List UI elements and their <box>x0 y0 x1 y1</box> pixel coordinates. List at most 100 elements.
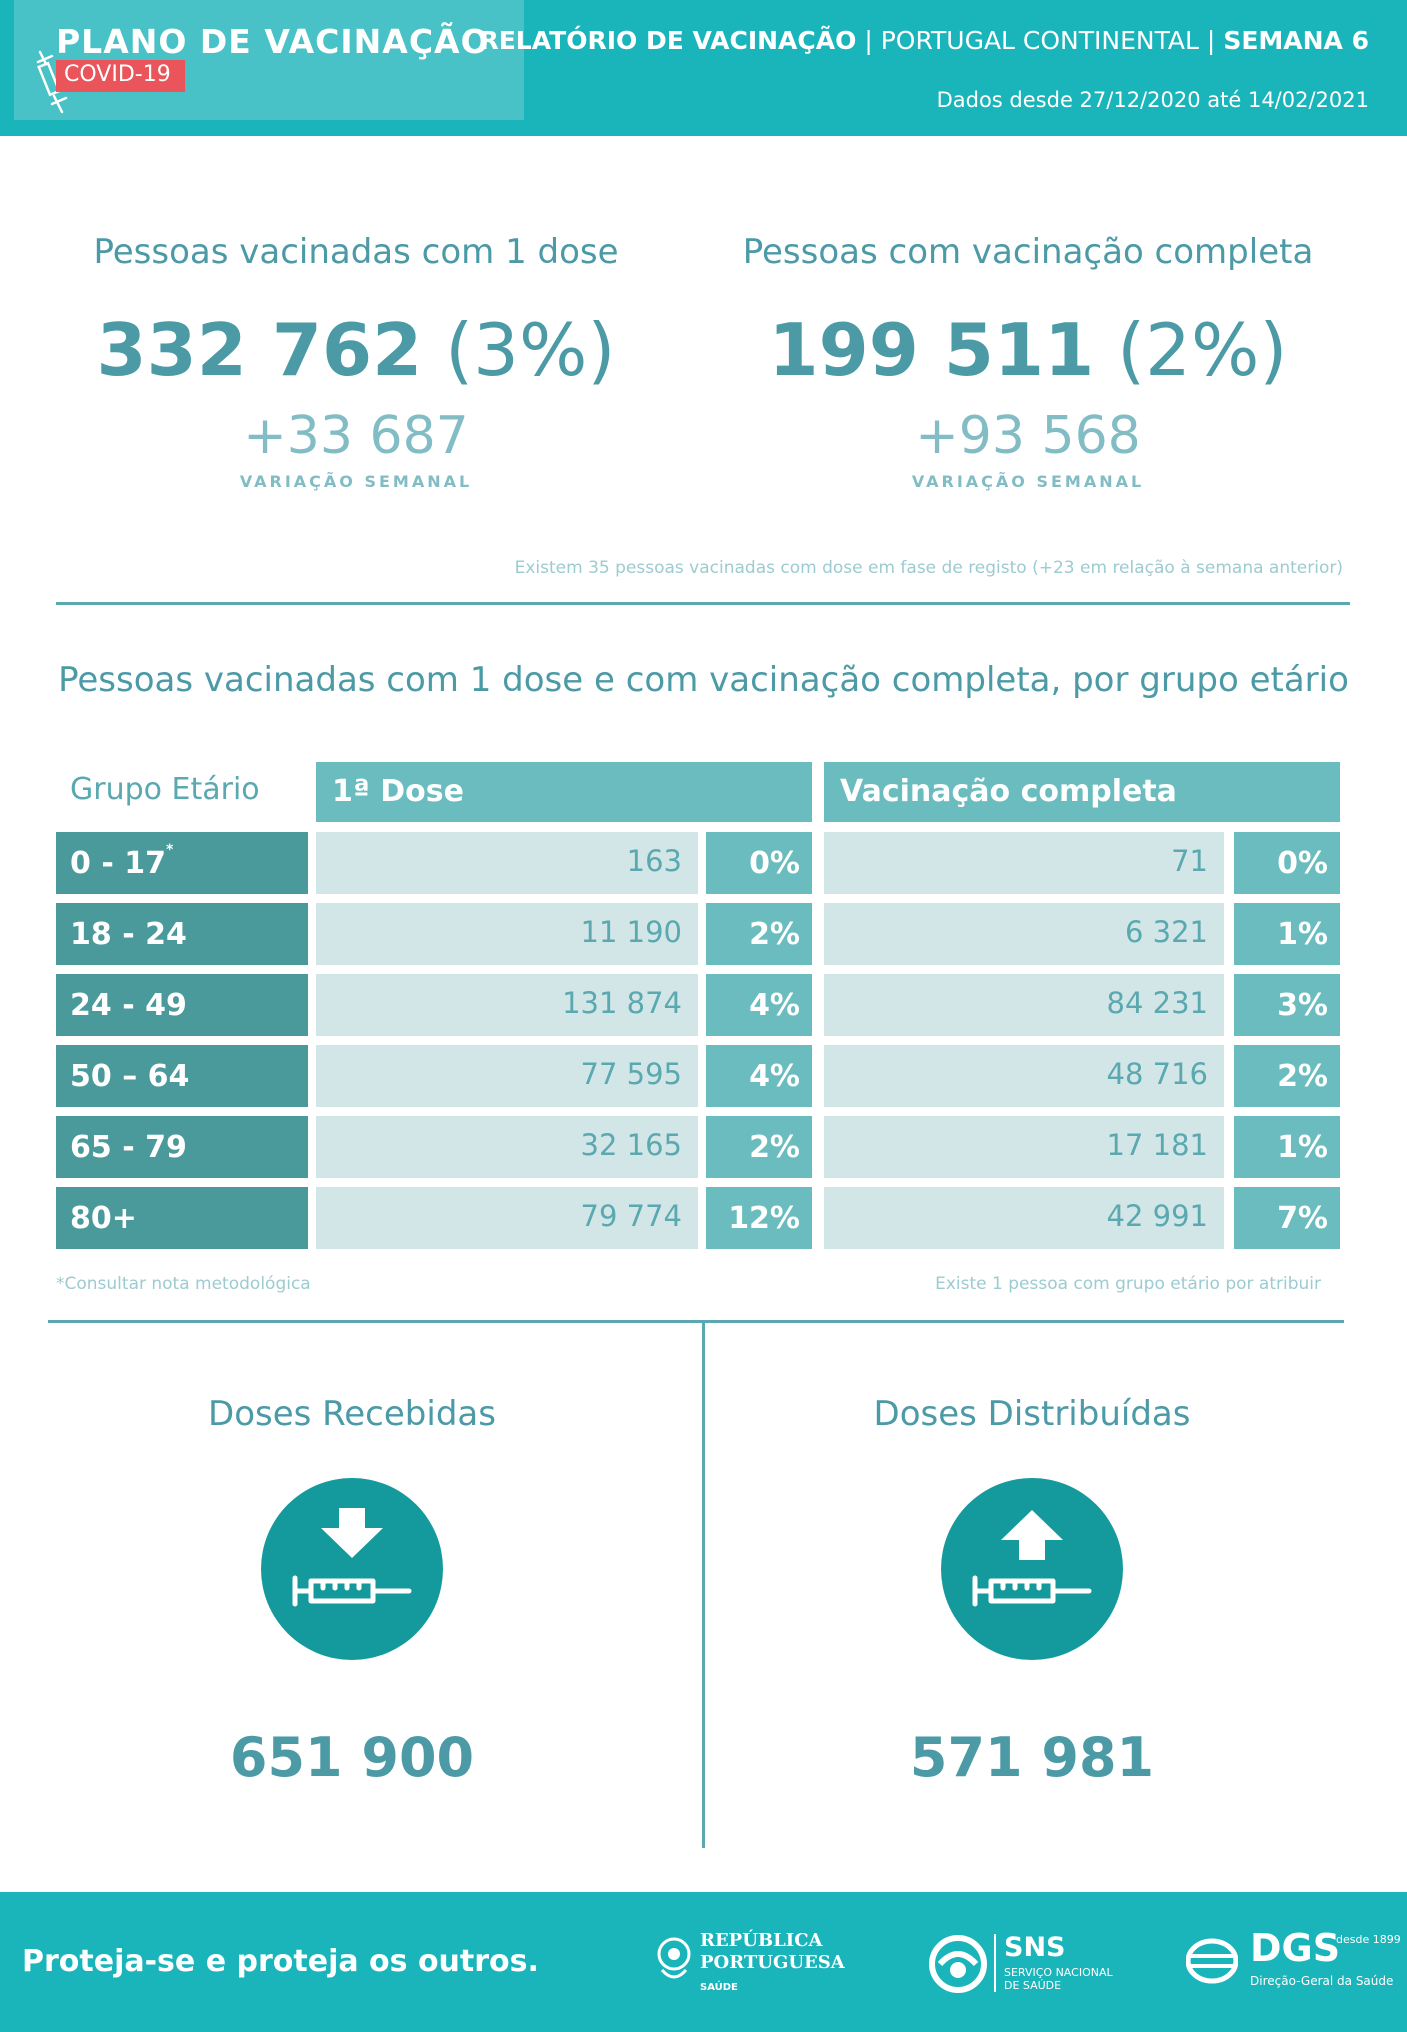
age-label: 65 - 79 <box>70 1130 187 1165</box>
age-label: 24 - 49 <box>70 988 187 1023</box>
doses-distributed-title: Doses Distribuídas <box>873 1394 1191 1434</box>
age-label: 18 - 24 <box>70 917 187 952</box>
kpi-value: 199 511 (2%) <box>708 308 1348 392</box>
unassigned-age-note: Existe 1 pessoa com grupo etário por atr… <box>935 1274 1321 1294</box>
age-label: 80+ <box>70 1201 137 1236</box>
first-dose-count: 131 874 <box>316 974 698 1036</box>
complete-percent: 1% <box>1234 903 1340 965</box>
kpi-title: Pessoas vacinadas com 1 dose <box>93 232 619 272</box>
methodology-footnote: *Consultar nota metodológica <box>56 1274 311 1294</box>
kpi-change-label: VARIAÇÃO SEMANAL <box>239 472 473 491</box>
first-dose-percent: 4% <box>706 974 812 1036</box>
region-label: PORTUGAL CONTINENTAL <box>880 26 1199 55</box>
header-banner: PLANO DE VACINAÇÃO COVID-19 RELATÓRIO DE… <box>0 0 1407 136</box>
complete-count: 42 991 <box>824 1187 1224 1249</box>
first-dose-count: 32 165 <box>316 1116 698 1178</box>
separator: | <box>864 26 873 55</box>
dgs-logo: DGS desde 1899 Direção-Geral da Saúde <box>1186 1926 1401 2000</box>
divider <box>48 1320 1344 1323</box>
age-cell: 24 - 49 <box>56 974 308 1036</box>
brand-box: PLANO DE VACINAÇÃO COVID-19 <box>14 0 524 120</box>
first-dose-count: 163 <box>316 832 698 894</box>
republica-emblem-icon <box>657 1937 691 1979</box>
table-row: 24 - 49 131 874 4% 84 231 3% <box>56 974 1340 1036</box>
header-age-group: Grupo Etário <box>70 772 260 807</box>
republica-portuguesa-logo: REPÚBLICA PORTUGUESA SAÚDE <box>656 1926 845 2002</box>
doses-received-title: Doses Recebidas <box>208 1394 496 1434</box>
kpi-title: Pessoas com vacinação completa <box>742 232 1314 272</box>
header-first-dose: 1ª Dose <box>316 762 812 822</box>
dgs-since: desde 1899 <box>1336 1933 1401 1946</box>
kpi-number: 332 762 <box>96 308 423 392</box>
first-dose-count: 79 774 <box>316 1187 698 1249</box>
sns-subtitle: SERVIÇO NACIONAL DE SAÚDE <box>1004 1966 1113 1992</box>
table-row: 0 - 17* 163 0% 71 0% <box>56 832 1340 894</box>
report-title-line: RELATÓRIO DE VACINAÇÃO | PORTUGAL CONTIN… <box>479 26 1369 55</box>
age-cell: 50 – 64 <box>56 1045 308 1107</box>
complete-count: 84 231 <box>824 974 1224 1036</box>
doses-received-value: 651 900 <box>229 1726 475 1789</box>
sns-logo: SNS SERVIÇO NACIONAL DE SAÚDE <box>928 1932 1113 2004</box>
kpi-first-dose: Pessoas vacinadas com 1 dose 332 762 (3%… <box>36 232 676 491</box>
age-cell: 65 - 79 <box>56 1116 308 1178</box>
first-dose-percent: 4% <box>706 1045 812 1107</box>
first-dose-percent: 12% <box>706 1187 812 1249</box>
sns-divider <box>994 1934 996 1992</box>
syringe-arrow-down-icon <box>261 1478 443 1660</box>
age-cell: 80+ <box>56 1187 308 1249</box>
header-complete: Vacinação completa <box>824 762 1340 822</box>
footer-banner: Proteja-se e proteja os outros. REPÚBLIC… <box>0 1892 1407 2032</box>
footer-slogan: Proteja-se e proteja os outros. <box>22 1944 539 1979</box>
sns-title: SNS <box>1004 1932 1066 1963</box>
age-section-title: Pessoas vacinadas com 1 dose e com vacin… <box>58 660 1349 700</box>
separator: | <box>1206 26 1216 55</box>
syringe-logo-icon <box>36 50 68 114</box>
syringe-arrow-up-icon <box>941 1478 1123 1660</box>
kpi-change-label: VARIAÇÃO SEMANAL <box>911 472 1145 491</box>
complete-count: 6 321 <box>824 903 1224 965</box>
dgs-subtitle: Direção-Geral da Saúde <box>1250 1974 1394 1988</box>
rp-line1: REPÚBLICA <box>700 1930 823 1951</box>
complete-percent: 3% <box>1234 974 1340 1036</box>
covid-badge: COVID-19 <box>56 60 185 92</box>
age-label: 50 – 64 <box>70 1059 190 1094</box>
sns-emblem-icon <box>929 1935 987 1993</box>
date-range: Dados desde 27/12/2020 até 14/02/2021 <box>936 88 1369 112</box>
kpi-percent: (3%) <box>445 308 616 392</box>
registration-note: Existem 35 pessoas vacinadas com dose em… <box>514 558 1343 578</box>
doses-distributed-value: 571 981 <box>909 1726 1155 1789</box>
doses-received-panel: Doses Recebidas 651 900 <box>52 1394 652 1789</box>
kpi-percent: (2%) <box>1117 308 1288 392</box>
first-dose-count: 11 190 <box>316 903 698 965</box>
report-title: RELATÓRIO DE VACINAÇÃO <box>479 26 857 55</box>
first-dose-count: 77 595 <box>316 1045 698 1107</box>
vertical-divider <box>702 1322 705 1848</box>
brand-title: PLANO DE VACINAÇÃO <box>56 22 490 61</box>
first-dose-percent: 2% <box>706 903 812 965</box>
first-dose-percent: 0% <box>706 832 812 894</box>
table-row: 50 – 64 77 595 4% 48 716 2% <box>56 1045 1340 1107</box>
age-cell: 0 - 17* <box>56 832 308 894</box>
complete-count: 17 181 <box>824 1116 1224 1178</box>
week-label: SEMANA 6 <box>1223 26 1369 55</box>
complete-percent: 7% <box>1234 1187 1340 1249</box>
table-row: 65 - 79 32 165 2% 17 181 1% <box>56 1116 1340 1178</box>
complete-percent: 1% <box>1234 1116 1340 1178</box>
complete-count: 71 <box>824 832 1224 894</box>
age-cell: 18 - 24 <box>56 903 308 965</box>
complete-percent: 2% <box>1234 1045 1340 1107</box>
footnote-mark: * <box>165 842 174 858</box>
complete-percent: 0% <box>1234 832 1340 894</box>
complete-count: 48 716 <box>824 1045 1224 1107</box>
kpi-number: 199 511 <box>768 308 1095 392</box>
kpi-value: 332 762 (3%) <box>36 308 676 392</box>
dgs-title: DGS <box>1250 1926 1341 1970</box>
divider <box>56 602 1350 605</box>
table-row: 18 - 24 11 190 2% 6 321 1% <box>56 903 1340 965</box>
rp-line2: PORTUGUESA <box>700 1952 845 1973</box>
kpi-weekly-change: +33 687 <box>243 406 469 466</box>
age-label: 0 - 17 <box>70 846 166 881</box>
doses-distributed-panel: Doses Distribuídas 571 981 <box>732 1394 1332 1789</box>
kpi-weekly-change: +93 568 <box>915 406 1141 466</box>
rp-line3: SAÚDE <box>700 1982 738 1993</box>
